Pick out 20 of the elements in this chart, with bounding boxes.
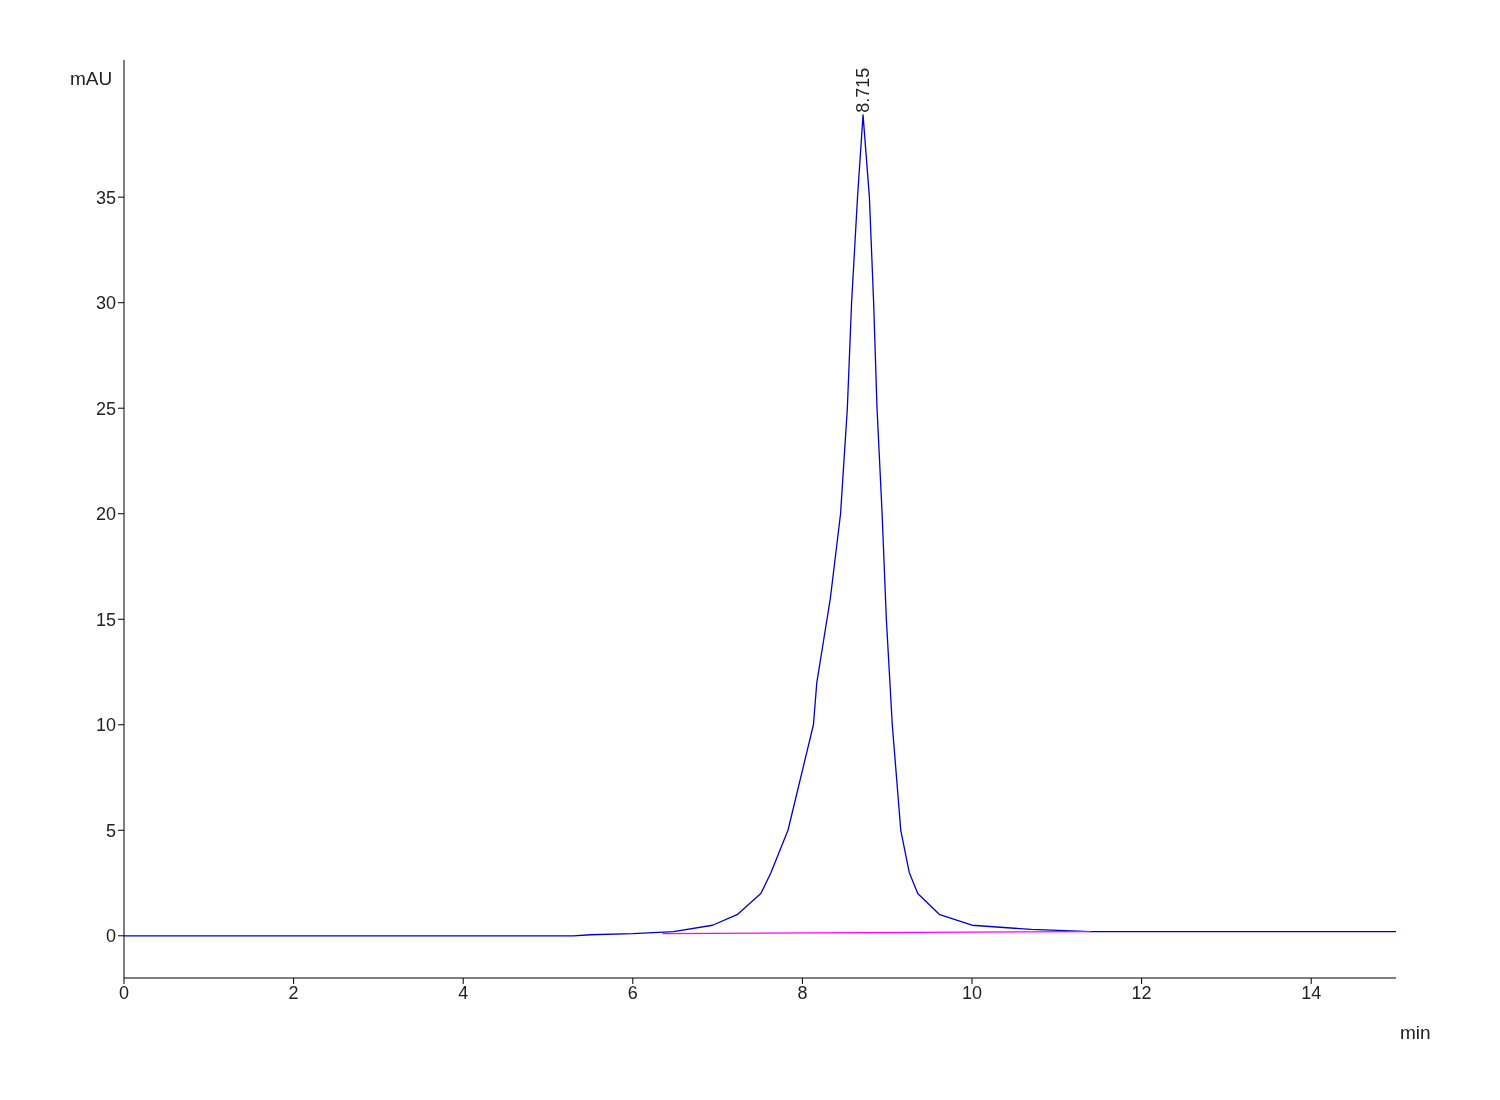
y-tick-label: 15	[95, 609, 116, 630]
y-tick-label: 0	[105, 926, 116, 947]
x-axis-title: min	[1400, 1022, 1431, 1044]
x-tick-label: 4	[458, 982, 469, 1003]
x-tick-label: 6	[627, 982, 638, 1003]
y-tick-label: 5	[105, 820, 116, 841]
x-tick-label: 8	[797, 982, 808, 1003]
y-tick-label: 25	[95, 398, 116, 419]
x-tick-label: 0	[118, 982, 130, 1003]
annotation: 8.715	[853, 67, 874, 113]
line-series	[124, 114, 1396, 937]
y-tick-label: 30	[95, 293, 116, 314]
y-axis-title: mAU	[70, 68, 113, 90]
x-tick-label: 2	[288, 982, 299, 1003]
x-tick-label: 12	[1131, 982, 1152, 1003]
y-tick-label: 35	[95, 187, 116, 208]
x-tick-label: 10	[961, 982, 983, 1003]
y-tick-label: 10	[95, 715, 116, 736]
x-tick-label: 14	[1301, 982, 1322, 1003]
y-tick-label: 20	[95, 504, 116, 525]
